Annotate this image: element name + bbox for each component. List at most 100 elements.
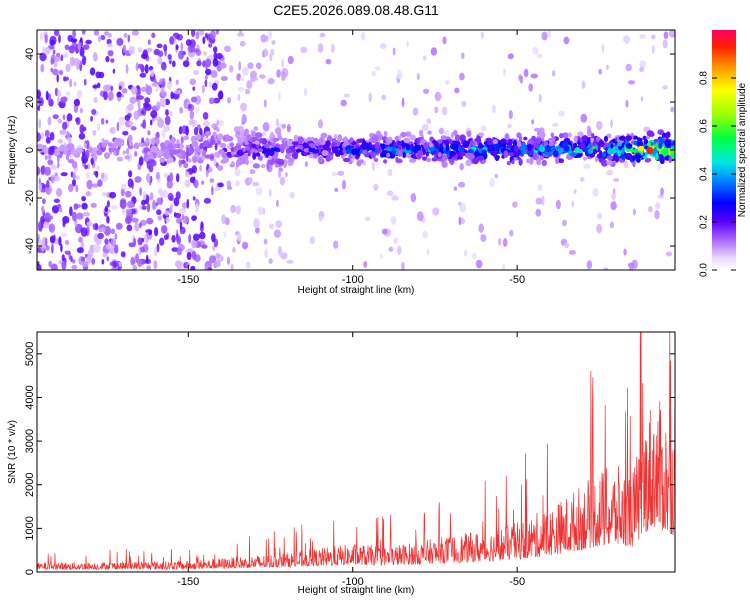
heatmap-cell xyxy=(214,187,219,192)
heatmap-cell xyxy=(267,155,272,161)
heatmap-cell xyxy=(140,246,145,253)
heatmap-cell xyxy=(263,99,267,108)
heatmap-cell xyxy=(213,260,221,268)
snr-frame xyxy=(36,331,676,573)
heatmap-cell xyxy=(157,215,162,221)
heatmap-cell xyxy=(62,121,68,130)
heatmap-cell xyxy=(116,91,122,98)
heatmap-cell xyxy=(569,152,577,157)
heatmap-cell xyxy=(174,89,182,95)
heatmap-cell xyxy=(151,32,156,39)
heatmap-cell xyxy=(165,109,169,116)
heatmap-cell xyxy=(107,142,114,148)
heatmap-cell xyxy=(432,207,440,216)
heatmap-cell xyxy=(80,37,83,43)
heatmap-cell xyxy=(632,149,639,154)
heatmap-cell xyxy=(297,144,305,149)
heatmap-cell xyxy=(178,50,184,60)
heatmap-cell xyxy=(109,191,117,199)
heatmap-cell xyxy=(247,140,251,147)
heatmap-cell xyxy=(128,121,134,126)
heatmap-cell xyxy=(580,177,585,182)
heatmap-cell xyxy=(325,140,331,147)
heatmap-cell xyxy=(204,79,208,88)
heatmap-cell xyxy=(474,150,479,158)
heatmap-cell xyxy=(410,193,417,203)
heatmap-cell xyxy=(169,36,175,45)
heatmap-cell xyxy=(253,218,260,229)
heatmap-cell xyxy=(597,212,603,220)
heatmap-cell xyxy=(548,141,555,147)
heatmap-cell xyxy=(459,163,464,171)
heatmap-cell xyxy=(108,244,116,255)
heatmap-cell xyxy=(423,88,430,94)
heatmap-cell xyxy=(41,205,45,213)
heatmap-cell xyxy=(39,31,43,42)
heatmap-cell xyxy=(96,165,100,171)
heatmap-cell xyxy=(553,150,559,158)
heatmap-cell xyxy=(318,216,324,222)
heatmap-cell xyxy=(213,97,221,104)
heatmap-cell xyxy=(458,201,462,206)
heatmap-cell xyxy=(163,44,168,52)
heatmap-cell xyxy=(450,131,454,139)
heatmap-cell xyxy=(368,92,372,103)
heatmap-cell xyxy=(480,125,487,132)
heatmap-cell xyxy=(577,131,584,137)
heatmap-cell xyxy=(592,140,597,145)
heatmap-cell xyxy=(89,67,96,76)
heatmap-cell xyxy=(573,189,577,194)
heatmap-cell xyxy=(437,139,443,144)
heatmap-cell xyxy=(201,132,205,138)
heatmap-cell xyxy=(507,124,512,129)
heatmap-cell xyxy=(167,143,174,151)
heatmap-cell xyxy=(255,132,263,138)
heatmap-cell xyxy=(443,140,450,145)
heatmap-cell xyxy=(279,176,285,186)
heatmap-cell xyxy=(191,215,198,222)
heatmap-cell xyxy=(333,240,339,249)
heatmap-cell xyxy=(81,196,86,202)
heatmap-cell xyxy=(149,159,157,167)
heatmap-cell xyxy=(191,238,198,249)
heatmap-cell xyxy=(396,69,403,80)
heatmap-cell xyxy=(458,181,466,188)
heatmap-cell xyxy=(503,142,507,149)
heatmap-cell xyxy=(132,264,137,270)
heatmap-cell xyxy=(596,120,603,131)
heatmap-cell xyxy=(459,72,465,81)
heatmap-cell xyxy=(268,258,273,264)
heatmap-cell xyxy=(118,116,125,127)
heatmap-cell xyxy=(584,146,588,153)
spectrogram-x-axis-label: Height of straight line (km) xyxy=(298,285,415,296)
heatmap-cell xyxy=(518,74,523,82)
heatmap-cell xyxy=(670,106,675,113)
y-tick-label: 1000 xyxy=(24,516,36,540)
heatmap-cell xyxy=(477,155,484,161)
heatmap-cell xyxy=(334,187,339,192)
heatmap-cell xyxy=(360,31,366,41)
heatmap-cell xyxy=(543,151,551,156)
heatmap-cell xyxy=(260,34,267,43)
heatmap-cell xyxy=(498,237,502,246)
heatmap-cell xyxy=(602,152,606,158)
heatmap-cell xyxy=(537,137,542,143)
heatmap-cell xyxy=(210,139,216,146)
heatmap-cell xyxy=(56,187,63,197)
heatmap-cell xyxy=(114,233,118,240)
heatmap-cell xyxy=(435,140,439,149)
heatmap-cell xyxy=(655,152,659,161)
heatmap-cell xyxy=(134,176,142,183)
heatmap-cell xyxy=(38,177,41,185)
heatmap-cell xyxy=(636,140,644,148)
heatmap-cell xyxy=(586,129,592,137)
heatmap-cell xyxy=(263,143,270,149)
heatmap-cell xyxy=(44,34,48,44)
heatmap-cell xyxy=(237,87,245,92)
heatmap-cell xyxy=(193,179,199,189)
heatmap-cell xyxy=(592,148,598,155)
heatmap-cell xyxy=(634,152,642,160)
heatmap-cell xyxy=(412,107,419,116)
heatmap-cell xyxy=(137,237,143,246)
spectrogram-y-ticks: -40 -20 0 20 40 xyxy=(24,48,675,254)
